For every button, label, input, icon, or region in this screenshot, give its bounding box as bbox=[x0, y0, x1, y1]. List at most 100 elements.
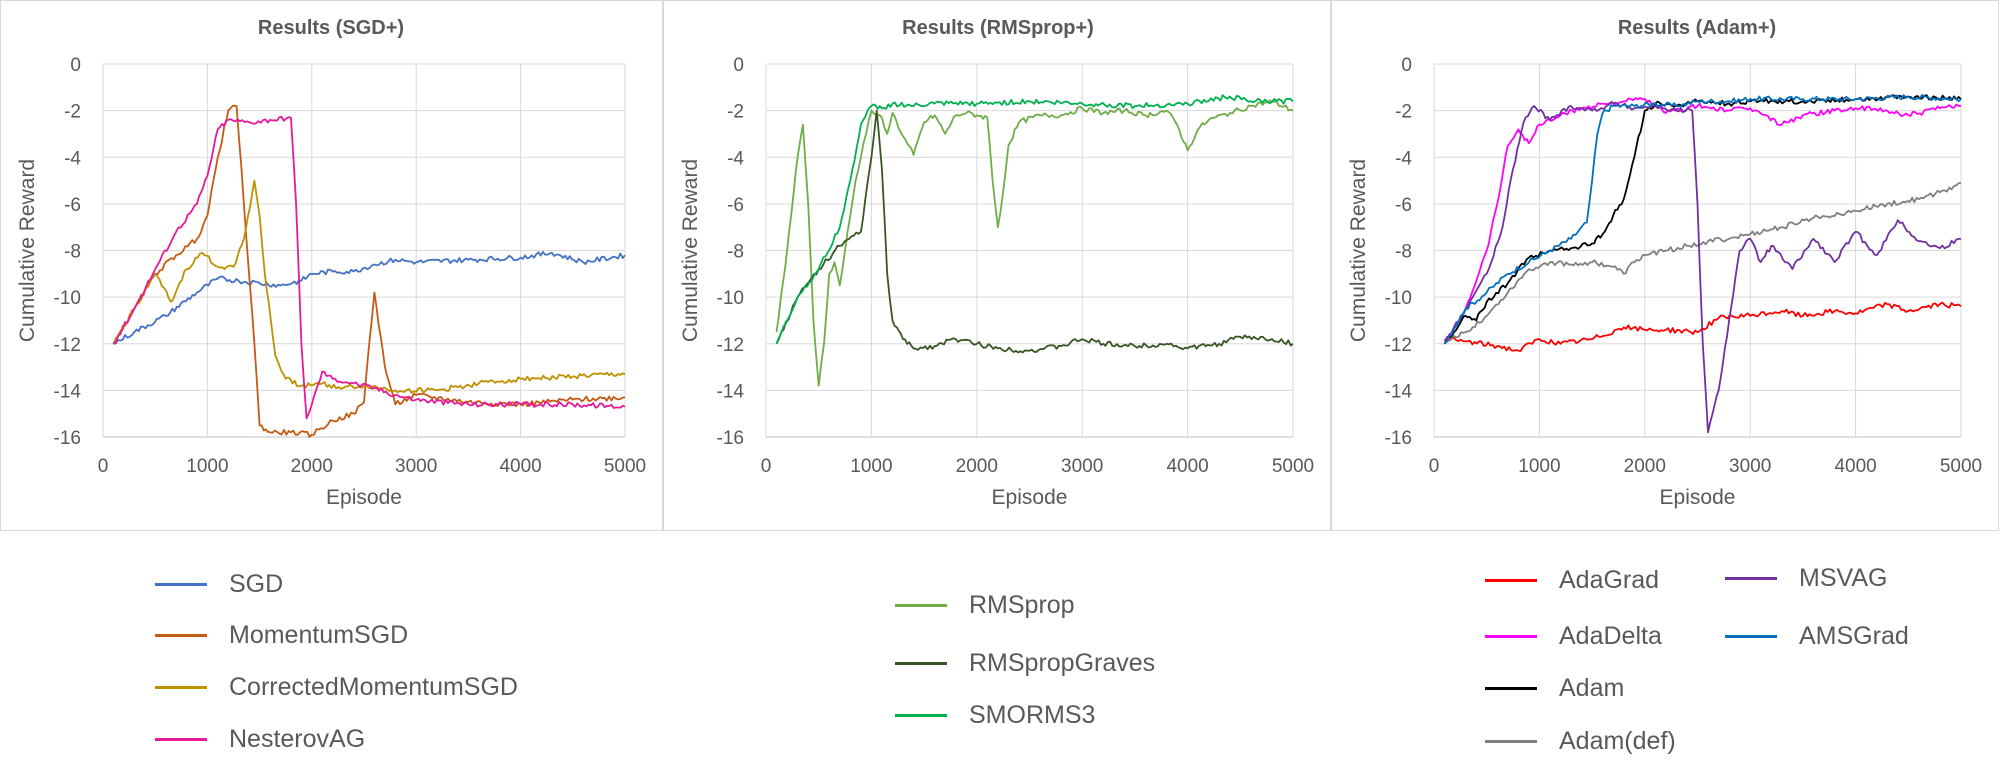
x-tick-label: 0 bbox=[1429, 456, 1440, 477]
legend-swatch bbox=[1485, 687, 1537, 690]
y-axis-label: Cumulative Reward bbox=[16, 159, 39, 342]
x-tick-label: 5000 bbox=[1940, 456, 1982, 477]
series-line-sgd bbox=[113, 250, 626, 345]
legend-label: Adam bbox=[1559, 674, 1625, 702]
legend-item-correctedmomentumsgd: CorrectedMomentumSGD bbox=[155, 673, 518, 702]
legend-item-adam: Adam bbox=[1485, 674, 1624, 703]
y-tick-label: -12 bbox=[717, 335, 744, 356]
series-line-rmspropgraves bbox=[775, 109, 1294, 354]
y-tick-label: -12 bbox=[54, 335, 81, 356]
legend-item-nesterovag: NesterovAG bbox=[155, 725, 365, 754]
chart-frame bbox=[1331, 0, 1999, 531]
y-tick-label: -6 bbox=[1395, 195, 1412, 216]
legend-item-amsgrad: AMSGrad bbox=[1725, 622, 1909, 651]
y-tick-label: -10 bbox=[717, 288, 744, 309]
y-tick-label: -8 bbox=[1395, 242, 1412, 263]
legend-label: AMSGrad bbox=[1799, 622, 1909, 650]
legend-item-sgd: SGD bbox=[155, 570, 283, 599]
x-tick-label: 4000 bbox=[499, 456, 541, 477]
legend-swatch bbox=[155, 583, 207, 586]
legend-item-adadelta: AdaDelta bbox=[1485, 622, 1662, 651]
legend-swatch bbox=[1485, 740, 1537, 743]
series-line-momentumsgd bbox=[112, 104, 626, 438]
x-tick-label: 5000 bbox=[604, 456, 646, 477]
series-line-amsgrad bbox=[1443, 94, 1962, 345]
chart-frame bbox=[0, 0, 663, 531]
series-line-adadelta bbox=[1443, 97, 1962, 345]
x-tick-label: 1000 bbox=[1518, 456, 1560, 477]
charts-canvas: Results (SGD+) 0 -2 -4 -6 -8 -10 -12 -14 -16 0 1000… bbox=[0, 0, 1999, 531]
y-tick-label: -14 bbox=[717, 381, 745, 402]
y-tick-label: 0 bbox=[70, 55, 81, 76]
x-tick-label: 5000 bbox=[1272, 456, 1314, 477]
x-tick-label: 3000 bbox=[395, 456, 437, 477]
legend-label: AdaDelta bbox=[1559, 622, 1662, 650]
series-line-smorms3 bbox=[775, 94, 1294, 345]
y-tick-label: -10 bbox=[54, 288, 81, 309]
y-tick-label: -16 bbox=[1385, 428, 1412, 449]
legend-swatch bbox=[1725, 635, 1777, 638]
y-tick-label: -4 bbox=[1395, 148, 1412, 169]
y-tick-label: -4 bbox=[727, 148, 744, 169]
y-tick-label: -14 bbox=[1385, 381, 1413, 402]
legend-item-adam-def: Adam(def) bbox=[1485, 727, 1676, 756]
chart-title: Results (SGD+) bbox=[258, 17, 404, 39]
legend-label: RMSprop bbox=[969, 591, 1075, 619]
y-tick-label: -12 bbox=[1385, 335, 1412, 356]
legend-swatch bbox=[895, 662, 947, 665]
legend-swatch bbox=[1485, 579, 1537, 582]
x-axis-label: Episode bbox=[1660, 486, 1736, 509]
legend-item-rmspropgraves: RMSpropGraves bbox=[895, 649, 1155, 678]
y-tick-label: 0 bbox=[1401, 55, 1412, 76]
x-tick-label: 2000 bbox=[956, 456, 998, 477]
chart-title: Results (RMSprop+) bbox=[902, 17, 1094, 39]
series-line-rmsprop bbox=[775, 99, 1294, 387]
legend-item-msvag: MSVAG bbox=[1725, 564, 1887, 593]
legend-swatch bbox=[895, 604, 947, 607]
y-axis-label: Cumulative Reward bbox=[1347, 159, 1370, 342]
chart-panel-3: Results (Adam+) 0 -2 -4 -6 -8 -10 -12 -14 -16 0 100… bbox=[1331, 0, 1999, 531]
series-line-adam-def bbox=[1443, 182, 1962, 345]
x-axis-label: Episode bbox=[992, 486, 1068, 509]
legend-label: Adam(def) bbox=[1559, 727, 1676, 755]
chart-panel-1: Results (SGD+) 0 -2 -4 -6 -8 -10 -12 -14 -16 0 1000… bbox=[0, 0, 663, 531]
series-line-adagrad bbox=[1443, 301, 1962, 352]
x-tick-label: 3000 bbox=[1061, 456, 1103, 477]
series-line-nesterovag bbox=[112, 115, 626, 420]
x-tick-label: 2000 bbox=[1624, 456, 1666, 477]
y-tick-label: -4 bbox=[64, 148, 81, 169]
legend-label: SGD bbox=[229, 570, 284, 598]
legend-swatch bbox=[1485, 635, 1537, 638]
x-tick-label: 2000 bbox=[291, 456, 333, 477]
y-tick-label: -8 bbox=[64, 242, 81, 263]
legend-item-momentumsgd: MomentumSGD bbox=[155, 621, 408, 650]
y-tick-label: -6 bbox=[727, 195, 744, 216]
legend-item-smorms3: SMORMS3 bbox=[895, 701, 1095, 730]
x-tick-label: 0 bbox=[761, 456, 772, 477]
y-axis-label: Cumulative Reward bbox=[679, 159, 702, 342]
legend-label: MomentumSGD bbox=[229, 621, 409, 649]
y-tick-label: -10 bbox=[1385, 288, 1412, 309]
series-line-msvag bbox=[1443, 101, 1962, 434]
y-tick-label: -16 bbox=[54, 428, 81, 449]
y-tick-label: -8 bbox=[727, 242, 744, 263]
chart-panel-2: Results (RMSprop+) 0 -2 -4 -6 -8 -10 -12 -14 -16 0… bbox=[663, 0, 1331, 531]
legend-label: NesterovAG bbox=[229, 725, 366, 753]
series-line-correctedmomentumsgd bbox=[112, 179, 626, 394]
y-tick-label: -2 bbox=[1395, 102, 1412, 123]
legend-swatch bbox=[1725, 577, 1777, 580]
x-tick-label: 4000 bbox=[1834, 456, 1876, 477]
y-tick-label: -6 bbox=[64, 195, 81, 216]
x-tick-label: 3000 bbox=[1729, 456, 1771, 477]
legend-label: MSVAG bbox=[1799, 564, 1888, 592]
legend-label: RMSpropGraves bbox=[969, 649, 1156, 677]
y-tick-label: -14 bbox=[54, 381, 82, 402]
legend-swatch bbox=[155, 686, 207, 689]
chart-frame bbox=[663, 0, 1331, 531]
y-tick-label: -16 bbox=[717, 428, 744, 449]
y-tick-label: 0 bbox=[733, 55, 744, 76]
x-axis-label: Episode bbox=[326, 486, 402, 509]
x-tick-label: 1000 bbox=[186, 456, 228, 477]
y-tick-label: -2 bbox=[727, 102, 744, 123]
legend-item-rmsprop: RMSprop bbox=[895, 591, 1075, 620]
